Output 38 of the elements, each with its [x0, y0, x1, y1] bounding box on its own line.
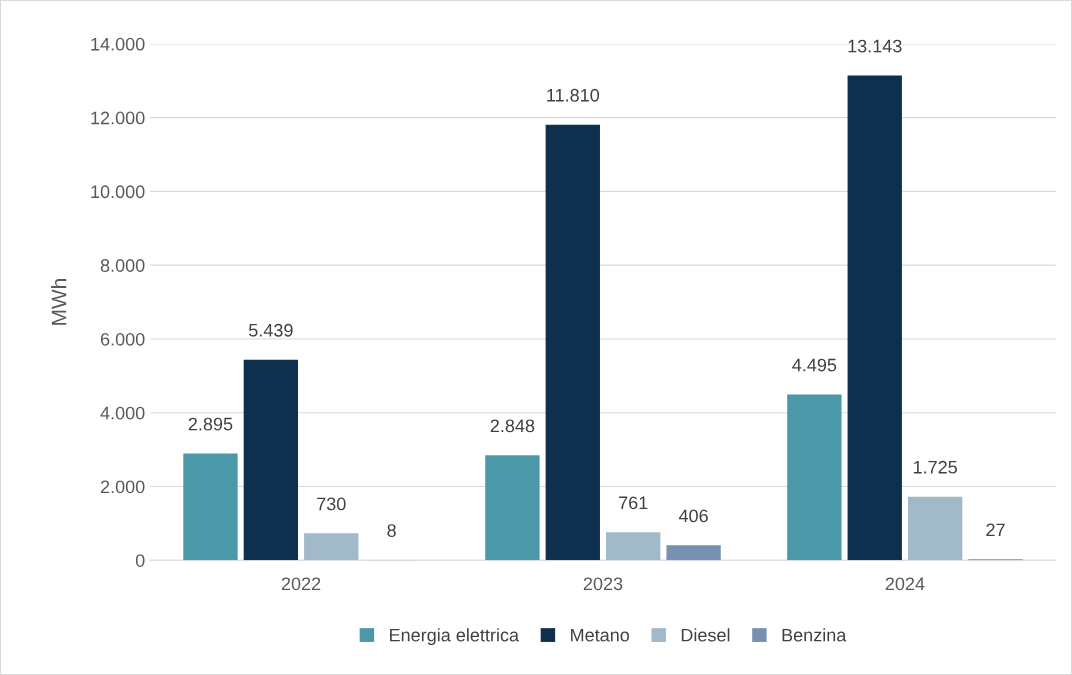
- data-label: 5.439: [248, 323, 293, 337]
- x-tick-label: 2024: [885, 577, 925, 591]
- bar: [787, 394, 842, 561]
- y-tick-label: 2.000: [100, 480, 145, 494]
- data-label: 2.895: [188, 417, 233, 431]
- y-tick-label: 12.000: [91, 111, 145, 125]
- bar: [485, 455, 540, 561]
- bar: [304, 533, 359, 561]
- data-label: 13.143: [848, 39, 902, 53]
- data-label: 4.495: [792, 358, 837, 372]
- y-tick-label: 0: [135, 554, 145, 567]
- y-tick-label: 14.000: [91, 37, 145, 51]
- data-label: 406: [678, 509, 708, 523]
- data-label: 8: [387, 524, 396, 537]
- legend-label: Diesel: [681, 628, 730, 642]
- y-tick-label: 10.000: [91, 185, 145, 199]
- x-tick-label: 2022: [281, 577, 321, 591]
- legend-label: Metano: [571, 628, 630, 642]
- bar: [183, 453, 238, 561]
- data-label: 2.848: [490, 419, 535, 433]
- x-tick-label: 2023: [583, 577, 623, 591]
- bar: [907, 496, 963, 561]
- bar: [666, 545, 721, 561]
- y-tick-label: 8.000: [100, 259, 145, 272]
- data-label: 730: [317, 497, 346, 511]
- bar: [545, 124, 600, 561]
- data-label: 11.810: [547, 88, 600, 102]
- y-axis-title: MWh: [51, 279, 67, 325]
- bar: [243, 359, 299, 561]
- data-label: 1.725: [913, 460, 957, 474]
- y-tick-label: 4.000: [100, 406, 145, 420]
- data-label: 761: [619, 496, 648, 510]
- data-label: 27: [986, 523, 1005, 537]
- y-tick-label: 6.000: [100, 332, 145, 346]
- bar: [606, 532, 661, 561]
- bar: [847, 75, 902, 561]
- legend-label: Benzina: [782, 628, 847, 642]
- legend-label: Energia elettrica: [390, 628, 520, 646]
